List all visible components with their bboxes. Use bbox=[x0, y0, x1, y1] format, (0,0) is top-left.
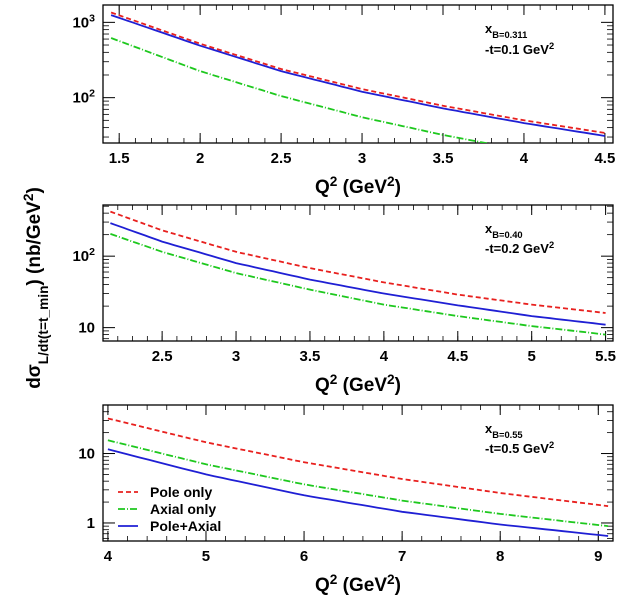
x-tick-label: 3.5 bbox=[300, 348, 321, 365]
x-axis-label: Q2 (GeV2) bbox=[315, 372, 401, 397]
x-axis-label: Q2 (GeV2) bbox=[315, 174, 401, 199]
x-tick-label: 2.5 bbox=[152, 348, 173, 365]
x-tick-label: 4.5 bbox=[447, 348, 468, 365]
shared-y-axis-label: dσL/dt(t=t_min) (nb/GeV2) bbox=[21, 187, 51, 389]
plot-frame bbox=[102, 4, 614, 144]
series-line-pole-only bbox=[107, 417, 609, 507]
panel-annotation: -t=0.1 GeV2 bbox=[485, 41, 554, 57]
panel-3: 4 5 6 7 8 9 1 10 Q2 (GeV2) xB=0.55-t=0.5 GeV2 Pole… bbox=[78, 404, 614, 597]
series-line-axial-only bbox=[110, 233, 606, 336]
x-tick-label: 5 bbox=[202, 548, 210, 565]
series-line-pole-axial bbox=[107, 448, 609, 537]
series-line-pole-axial bbox=[110, 14, 606, 137]
y-tick-label: 102 bbox=[72, 88, 95, 107]
x-tick-label: 4 bbox=[380, 348, 389, 365]
legend-label: Pole only bbox=[150, 484, 212, 500]
plot-frame bbox=[102, 204, 614, 342]
x-tick-label: 1.5 bbox=[109, 150, 130, 167]
y-tick-label: 102 bbox=[72, 246, 95, 265]
x-tick-label: 3 bbox=[358, 150, 366, 167]
x-tick-label: 3.5 bbox=[433, 150, 454, 167]
x-tick-label: 4.5 bbox=[594, 150, 615, 167]
x-tick-label: 5 bbox=[528, 348, 536, 365]
legend-label: Pole+Axial bbox=[150, 518, 221, 534]
x-tick-label: 8 bbox=[496, 548, 504, 565]
x-tick-label: 2 bbox=[196, 150, 204, 167]
x-tick-label: 3 bbox=[232, 348, 240, 365]
series-line-pole-only bbox=[110, 210, 606, 314]
x-tick-label: 2.5 bbox=[271, 150, 292, 167]
x-axis-label: Q2 (GeV2) bbox=[315, 572, 401, 597]
y-tick-label: 103 bbox=[72, 12, 95, 31]
panel-1: 1.5 2 2.5 3 3.5 4 4.5 102 103 Q2 (GeV2) xB=0.311-t… bbox=[72, 4, 615, 199]
panel-2: 2.5 3 3.5 4 4.5 5 5.5 10 102 Q2 (GeV2) xB=0.40-t=0… bbox=[72, 204, 616, 397]
panel-annotation: xB=0.40 bbox=[485, 221, 523, 240]
series-line-pole-only bbox=[110, 11, 606, 134]
y-tick-label: 1 bbox=[87, 515, 95, 532]
series-line-axial-only bbox=[107, 439, 609, 527]
legend-label: Axial only bbox=[150, 501, 216, 517]
x-tick-label: 7 bbox=[398, 548, 406, 565]
series-line-pole-axial bbox=[110, 222, 606, 326]
panel-annotation: -t=0.2 GeV2 bbox=[485, 240, 554, 256]
plot-frame bbox=[102, 404, 614, 542]
y-tick-label: 10 bbox=[78, 446, 95, 463]
x-tick-label: 4 bbox=[104, 548, 113, 565]
x-tick-label: 5.5 bbox=[595, 348, 616, 365]
panel-annotation: xB=0.55 bbox=[485, 421, 523, 440]
x-tick-label: 9 bbox=[594, 548, 602, 565]
y-tick-label: 10 bbox=[78, 320, 95, 337]
x-tick-label: 6 bbox=[300, 548, 308, 565]
panel-annotation: xB=0.311 bbox=[485, 21, 527, 40]
x-tick-label: 4 bbox=[520, 150, 529, 167]
panel-annotation: -t=0.5 GeV2 bbox=[485, 440, 554, 456]
